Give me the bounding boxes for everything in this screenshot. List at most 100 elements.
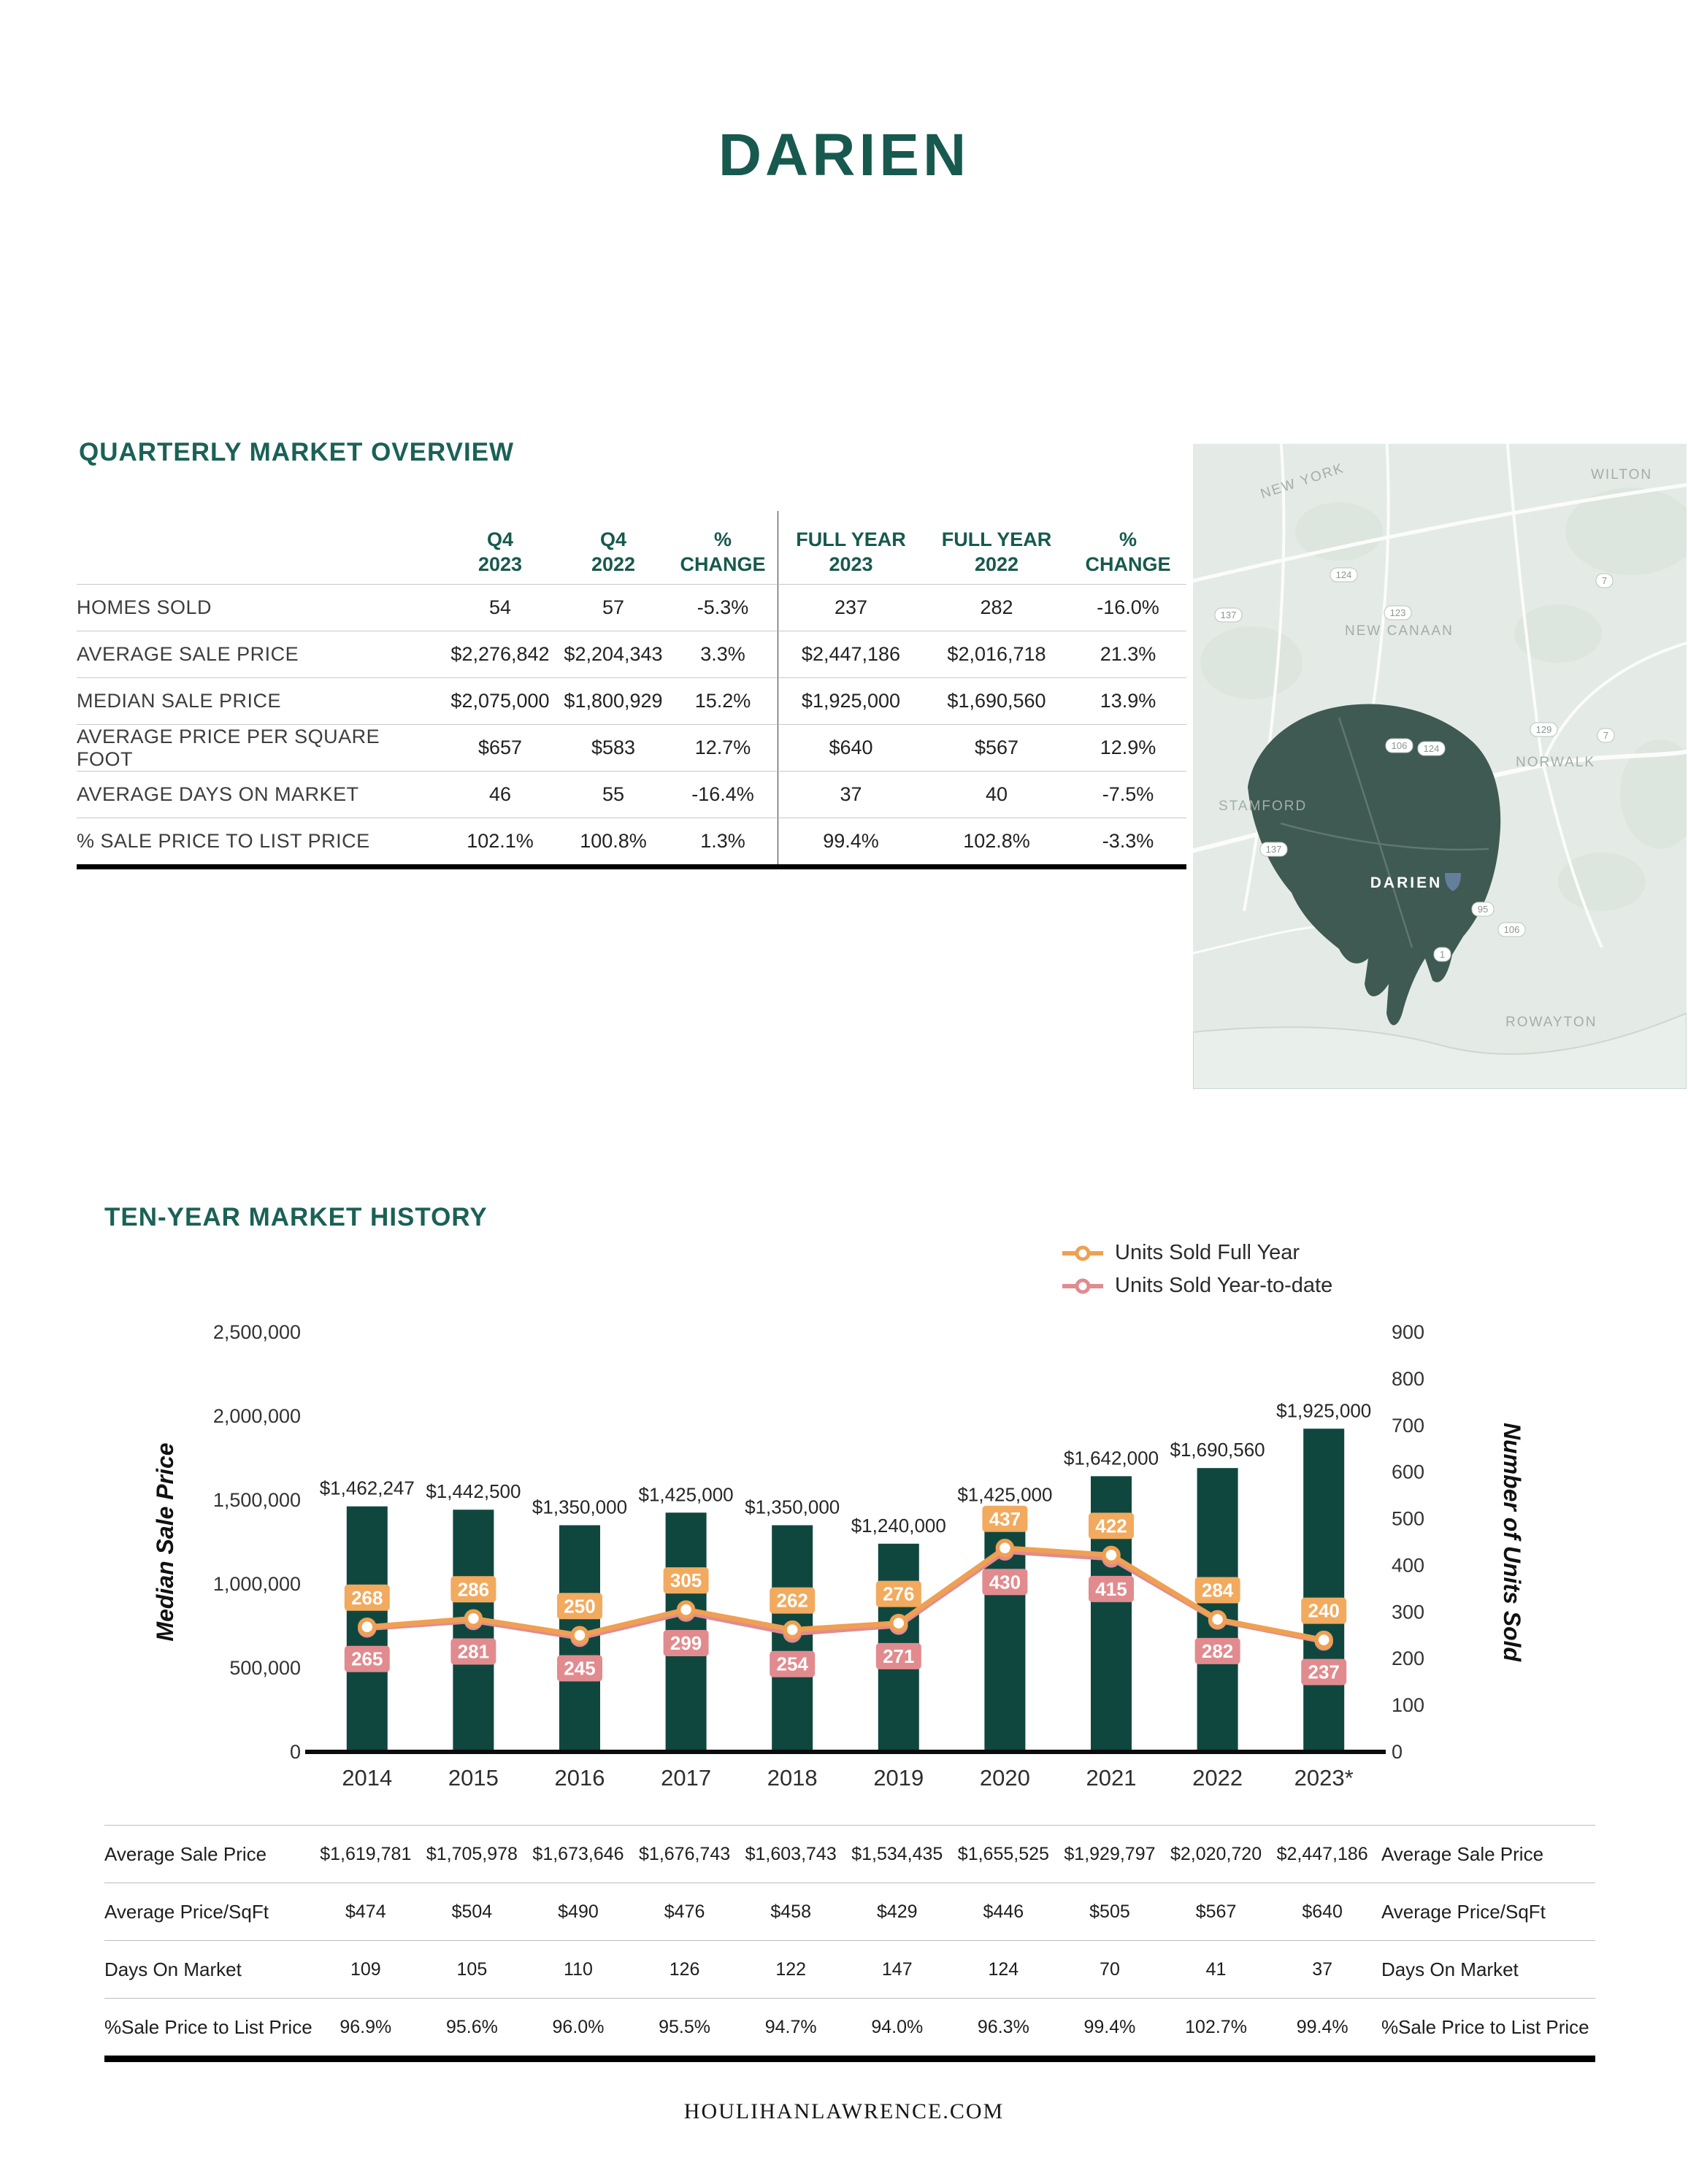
cell-value: $1,655,525 [957,1843,1049,1864]
history-heading: TEN-YEAR MARKET HISTORY [104,1203,488,1231]
units-value-chip [557,1655,602,1682]
units-value-text: 305 [670,1569,702,1591]
units-value-text: 276 [883,1583,914,1605]
year-label: 2015 [448,1765,499,1791]
units-value-chip [450,1638,496,1665]
units-value-chip [1301,1658,1347,1685]
cell-value: 94.7% [764,2016,817,2037]
column-header-line1: FULL YEAR [796,528,906,550]
right-axis-tick: 200 [1392,1647,1424,1669]
row-label-left: Days On Market [104,1958,242,1980]
units-value-chip [1089,1575,1134,1602]
units-value-chip [557,1593,602,1620]
right-axis-tick: 800 [1392,1368,1424,1390]
units-value-text: 262 [777,1590,808,1612]
cell-value: 13.9% [1070,677,1186,724]
column-header-line2: 2023 [829,553,873,575]
route-badge [1384,605,1412,620]
bar-value-label: $1,240,000 [851,1515,946,1537]
route-badge [1259,842,1288,857]
route-badge-number: 137 [1266,844,1282,855]
column-header-line2: CHANGE [1085,553,1171,575]
bar-value-label: $1,690,560 [1170,1439,1265,1461]
map-road [1243,444,1286,912]
year-label: 2021 [1086,1765,1137,1791]
units-marker [676,1600,696,1619]
cell-value: 40 [924,771,1070,818]
column-header: % CHANGE [668,511,778,584]
map-container: NEW YORK WILTON NEW CANAAN NORWALK STAMFORD R… [1193,444,1687,1089]
footer-website: HOULIHANLAWRENCE.COM [683,2099,1005,2123]
legend-item: Units Sold Full Year [1062,1241,1332,1265]
column-header-line2: CHANGE [680,553,766,575]
route-badge-number: 106 [1504,924,1520,935]
route-badge-number: 124 [1424,743,1440,754]
units-value-chip [770,1587,816,1614]
map-road [1542,764,1603,948]
units-marker [889,1613,908,1633]
cell-value: 95.5% [659,2016,711,2037]
map-green-patch [1620,739,1687,849]
row-label: AVERAGE DAYS ON MARKET [77,771,442,818]
cell-value: $2,447,186 [778,631,924,677]
map-green-patch [1514,604,1602,663]
cell-value: $1,690,560 [924,677,1070,724]
region-label: NEW CANAAN [1345,623,1454,639]
town-label: DARIEN [1370,874,1443,891]
table-row: Days On Market 109 105 110 126 122 147 124 70 41 3… [104,1940,1595,1998]
column-header-line1: % [713,528,732,550]
cell-value: -3.3% [1070,818,1186,864]
column-header-line2: 2022 [974,553,1019,575]
cell-value: 3.3% [668,631,778,677]
left-axis-tick: 1,500,000 [213,1489,301,1511]
row-label: AVERAGE PRICE PER SQUARE FOOT [77,724,442,771]
cell-value: $1,705,978 [426,1843,518,1864]
route-badge-number: 7 [1602,575,1607,586]
right-axis-title: Number of Units Sold [1499,1423,1525,1663]
map-water [1193,1012,1687,1089]
cell-value: $2,447,186 [1276,1843,1368,1864]
cell-value: $474 [345,1901,386,1922]
column-header-line1: Q4 [486,528,514,550]
region-label: WILTON [1591,467,1652,482]
units-value-chip [663,1629,709,1656]
cell-value: 124 [988,1958,1019,1980]
cell-value: 102.7% [1185,2016,1247,2037]
units-marker [358,1618,377,1637]
cell-value: 94.0% [871,2016,924,2037]
table-row: %Sale Price to List Price 96.9% 95.6% 96.0%… [104,1998,1595,2056]
units-value-text: 286 [458,1578,489,1600]
cell-value: $2,075,000 [442,677,559,724]
cell-value: $476 [664,1901,705,1922]
corner-cell [77,511,442,584]
page-title: DARIEN [718,122,970,188]
quarterly-table: Q4 2023 Q4 2022% CHANGE FULL YEAR 2023 FULL YEA… [77,511,1186,869]
cell-value: 54 [442,584,559,631]
row-label: % SALE PRICE TO LIST PRICE [77,818,442,864]
cell-value: 55 [559,771,668,818]
bar-value-label: $1,350,000 [745,1496,840,1518]
row-label: HOMES SOLD [77,584,442,631]
cell-value: 110 [564,1958,593,1980]
quarterly-heading: QUARTERLY MARKET OVERVIEW [79,438,515,466]
cell-value: 15.2% [668,677,778,724]
route-badge-number: 106 [1392,740,1408,751]
legend-item: Units Sold Year-to-date [1062,1274,1332,1298]
cell-value: 1.3% [668,818,778,864]
cell-value: $1,925,000 [778,677,924,724]
cell-value: 41 [1205,1958,1227,1980]
cell-value: 102.8% [924,818,1070,864]
bar-value-label: $1,642,000 [1064,1447,1159,1469]
column-header: Q4 2022 [559,511,668,584]
cell-value: $640 [1302,1901,1343,1922]
route-badge [1214,607,1243,623]
right-axis-tick: 500 [1392,1508,1424,1530]
market-chart: 2,500,000 2,000,000 1,500,000 1,000,000 500,… [152,1321,1525,1791]
units-value-text: 240 [1308,1600,1340,1622]
cell-value: $567 [1195,1901,1237,1922]
cell-value: -16.4% [668,771,778,818]
legend: Units Sold Full Year Units Sold Year-to-d… [1062,1241,1332,1298]
units-value-chip [982,1569,1028,1596]
left-axis-tick: 1,000,000 [213,1573,301,1595]
units-value-text: 268 [351,1587,383,1609]
